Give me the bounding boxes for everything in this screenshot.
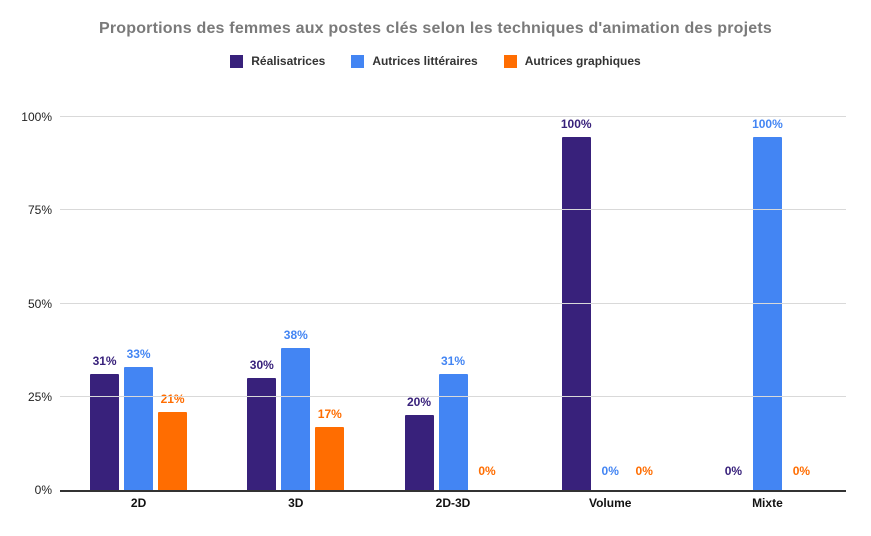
bar bbox=[158, 411, 188, 490]
bar-slot: 31% bbox=[90, 117, 120, 490]
bar-slot: 21% bbox=[158, 117, 188, 490]
bar bbox=[124, 366, 154, 490]
x-axis-category-label: 2D bbox=[130, 496, 147, 510]
bar bbox=[90, 374, 120, 490]
y-axis-tick-label: 50% bbox=[27, 296, 52, 311]
bar-value-label: 31% bbox=[440, 354, 466, 369]
legend-label: Réalisatrices bbox=[251, 54, 326, 68]
gridline bbox=[60, 395, 846, 397]
bar-value-label: 30% bbox=[249, 358, 274, 373]
y-axis-tick-label: 0% bbox=[34, 483, 52, 497]
bar-slot: 0% bbox=[630, 117, 659, 490]
bar-value-label: 21% bbox=[160, 391, 185, 406]
x-axis-category-label: Volume bbox=[588, 496, 632, 510]
bar-slot: 17% bbox=[315, 117, 345, 490]
bar-group: 100% 0% 0% bbox=[532, 117, 689, 490]
bar bbox=[561, 137, 591, 490]
legend-swatch bbox=[351, 54, 365, 68]
bar bbox=[438, 374, 468, 490]
x-axis-category-label: Mixte bbox=[752, 496, 783, 510]
bar-slot: 0% bbox=[719, 117, 748, 490]
bar-slot: 0% bbox=[596, 117, 625, 490]
bar-value-label: 0% bbox=[601, 464, 619, 478]
bar-value-label: 38% bbox=[283, 328, 308, 343]
bar-group: 20% 31% 0% bbox=[374, 117, 531, 490]
bar-slot: 0% bbox=[473, 117, 502, 490]
bar-value-label: 0% bbox=[792, 464, 811, 478]
chart-legend: Réalisatrices Autrices littéraires Autrice… bbox=[0, 54, 871, 68]
gridline bbox=[60, 209, 846, 211]
bar-slot: 33% bbox=[124, 117, 154, 490]
gridline bbox=[60, 116, 846, 117]
y-axis-tick-label: 75% bbox=[27, 203, 52, 218]
legend-item: Autrices graphiques bbox=[503, 54, 641, 68]
bar bbox=[247, 378, 277, 490]
bar-value-label: 31% bbox=[92, 354, 117, 369]
x-axis-category-label: 3D bbox=[288, 496, 304, 510]
bar-slot: 0% bbox=[787, 117, 816, 490]
plot-area: 31% 33% 21% 30% 38% 17% 20% 31% 0% 100% 0% 0% 0% 100%… bbox=[60, 116, 846, 492]
bar-group: 0% 100% 0% bbox=[689, 117, 846, 490]
bar-slot: 100% bbox=[560, 117, 592, 490]
legend-label: Autrices littéraires bbox=[372, 54, 478, 68]
bar-slot: 100% bbox=[752, 117, 783, 490]
bar-slot: 20% bbox=[404, 117, 434, 490]
bar bbox=[404, 415, 434, 490]
y-axis-tick-label: 25% bbox=[27, 389, 52, 404]
x-axis-labels: 2D 3D 2D-3D Volume Mixte bbox=[60, 496, 846, 510]
bar-group: 31% 33% 21% bbox=[60, 117, 217, 490]
chart-title: Proportions des femmes aux postes clés s… bbox=[98, 20, 773, 37]
x-axis-category-label: 2D-3D bbox=[435, 496, 471, 510]
bar-value-label: 0% bbox=[635, 464, 653, 478]
y-axis-tick-label: 100% bbox=[21, 110, 52, 124]
bar-value-label: 100% bbox=[560, 117, 592, 131]
legend-swatch bbox=[230, 54, 244, 68]
legend-label: Autrices graphiques bbox=[524, 54, 641, 68]
bar-group: 30% 38% 17% bbox=[217, 117, 374, 490]
bar bbox=[315, 426, 345, 490]
bar-slot: 38% bbox=[281, 117, 311, 490]
bar-value-label: 33% bbox=[126, 346, 151, 361]
bar bbox=[281, 348, 311, 490]
bar-value-label: 0% bbox=[478, 464, 496, 478]
bar-value-label: 100% bbox=[752, 117, 783, 131]
legend-item: Réalisatrices bbox=[230, 54, 325, 68]
bar-slot: 31% bbox=[438, 117, 468, 490]
bar bbox=[752, 137, 782, 490]
gridline bbox=[60, 302, 846, 304]
bar-value-label: 17% bbox=[317, 406, 342, 421]
bar-groups: 31% 33% 21% 30% 38% 17% 20% 31% 0% 100% 0% 0% 0% 100%… bbox=[60, 117, 846, 490]
bar-value-label: 0% bbox=[724, 464, 743, 478]
legend-item: Autrices littéraires bbox=[351, 54, 478, 68]
bar-value-label: 20% bbox=[406, 395, 432, 410]
bar-slot: 30% bbox=[247, 117, 277, 490]
legend-swatch bbox=[503, 54, 517, 68]
